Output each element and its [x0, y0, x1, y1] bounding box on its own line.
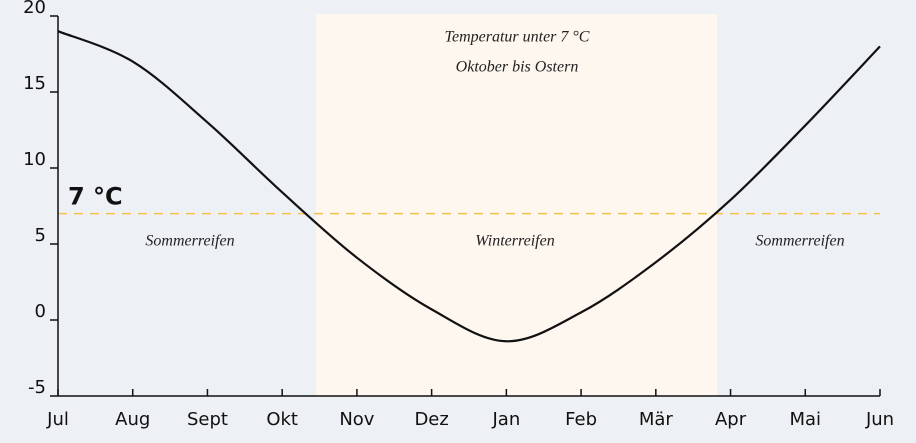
- x-tick-label: Nov: [339, 409, 374, 430]
- temperature-line: [57, 30, 881, 343]
- x-tick-label: Jun: [865, 409, 894, 430]
- x-tick-label: Aug: [115, 409, 150, 430]
- annotation: Oktober bis Ostern: [456, 59, 579, 76]
- x-tick-label: Jul: [46, 409, 69, 430]
- y-tick-label: 20: [23, 0, 46, 18]
- highlight-region: [315, 14, 718, 396]
- x-tick-label: Okt: [266, 409, 298, 430]
- x-tick-label: Feb: [565, 409, 597, 430]
- y-tick-label: 5: [35, 225, 46, 246]
- annotation: Temperatur unter 7 °C: [445, 29, 590, 46]
- x-tick-label: Apr: [715, 409, 747, 430]
- y-tick-label: -5: [28, 377, 46, 398]
- y-tick-label: 10: [23, 149, 46, 170]
- x-tick-label: Mär: [639, 409, 674, 430]
- x-tick-label: Sept: [187, 409, 228, 430]
- annotation: Sommerreifen: [755, 233, 844, 250]
- y-tick-label: 15: [23, 73, 46, 94]
- x-tick-label: Dez: [414, 409, 448, 430]
- x-tick-label: Jan: [491, 409, 520, 430]
- annotation: Sommerreifen: [145, 233, 234, 250]
- y-tick-label: 0: [35, 301, 46, 322]
- threshold-label: 7 °C: [68, 183, 123, 211]
- x-tick-label: Mai: [789, 409, 821, 430]
- annotation: Winterreifen: [475, 233, 554, 250]
